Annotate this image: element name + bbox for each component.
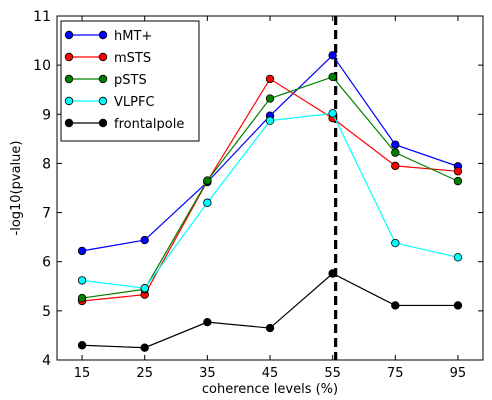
data-point (203, 317, 212, 327)
x-tick-label: 95 (450, 366, 467, 381)
legend-marker (64, 30, 74, 40)
x-tick-label: 55 (324, 366, 341, 381)
legend-box (60, 20, 200, 142)
data-point (140, 343, 149, 352)
x-tick-label: 35 (199, 366, 216, 381)
data-point (140, 235, 149, 245)
legend-marker (64, 96, 74, 106)
data-point (453, 176, 463, 186)
y-tick-label: 7 (42, 206, 51, 222)
y-tick-label: 4 (42, 353, 51, 369)
data-point (265, 116, 275, 125)
legend-marker (98, 52, 108, 62)
y-tick-label: 11 (33, 9, 51, 25)
x-tick-label: 15 (74, 366, 91, 381)
legend-label: pSTS (114, 73, 147, 88)
data-point (77, 293, 87, 303)
data-point (203, 176, 212, 185)
data-point (391, 238, 400, 248)
legend-marker (64, 74, 74, 84)
legend-label: VLPFC (114, 95, 155, 110)
data-point (203, 198, 212, 207)
data-point (328, 109, 337, 118)
data-point (328, 51, 337, 60)
legend-marker (64, 118, 74, 128)
legend-label: mSTS (114, 51, 151, 66)
data-point (391, 301, 400, 310)
legend-marker (98, 96, 108, 106)
y-tick-label: 8 (42, 156, 51, 172)
data-point (391, 140, 400, 149)
legend-marker (98, 74, 108, 84)
x-axis-label: coherence levels (%) (202, 382, 338, 396)
data-point (265, 94, 275, 103)
x-tick-label: 75 (387, 366, 404, 381)
data-point (77, 276, 87, 285)
data-point (453, 301, 463, 310)
data-point (453, 167, 463, 176)
legend: hMT+ mSTS pSTS VLPFC frontalpole (60, 20, 200, 142)
x-tick-label: 45 (262, 366, 279, 381)
series-line (82, 272, 458, 349)
legend-label: hMT+ (114, 29, 152, 44)
y-tick-label: 5 (42, 304, 51, 320)
legend-marker (98, 30, 108, 40)
data-point (453, 253, 463, 262)
y-axis-label: -log10(pvalue) (9, 141, 24, 236)
data-point (140, 284, 149, 293)
y-tick-label: 10 (33, 58, 51, 74)
legend-label: frontalpole (114, 117, 184, 132)
x-tick-label: 25 (136, 366, 153, 381)
data-point (391, 161, 400, 171)
legend-marker (64, 52, 74, 62)
legend-marker (98, 118, 108, 128)
data-point (77, 341, 87, 350)
y-tick-label: 9 (42, 107, 51, 123)
data-point (328, 72, 337, 82)
y-tick-label: 6 (42, 255, 51, 271)
data-point (391, 148, 400, 157)
data-point (265, 323, 275, 333)
data-point (77, 246, 87, 256)
chart-marks (77, 16, 463, 360)
data-point (328, 269, 337, 278)
data-point (265, 74, 275, 84)
